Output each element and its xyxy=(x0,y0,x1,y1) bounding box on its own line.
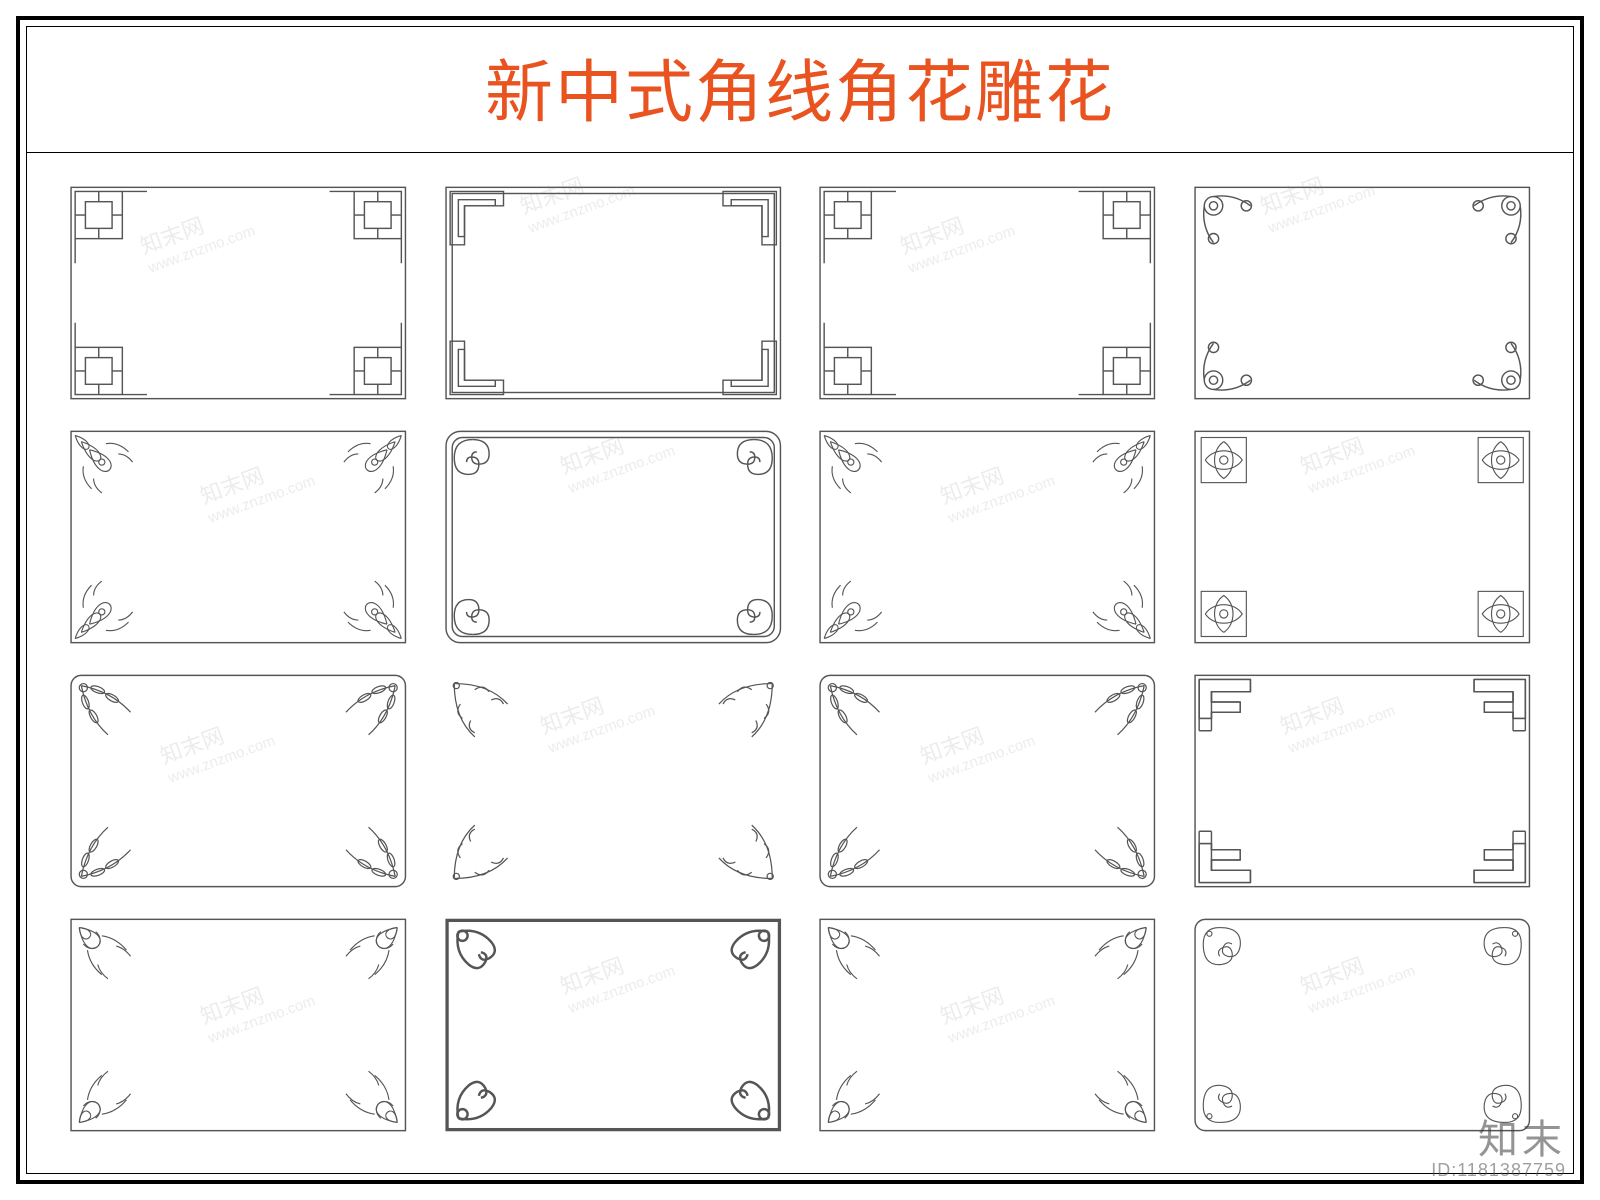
branding-block: 知末 ID:1181387759 xyxy=(1431,1119,1566,1180)
frame-svg xyxy=(1193,673,1532,889)
frame-svg xyxy=(1193,429,1532,645)
outer-frame: 新中式角线角花雕花 xyxy=(16,16,1584,1184)
frame-cell-r3c2 xyxy=(818,917,1157,1133)
frame-cell-r1c3 xyxy=(1193,429,1532,645)
title-row: 新中式角线角花雕花 xyxy=(27,27,1573,153)
frame-svg xyxy=(818,185,1157,401)
frame-cell-r2c2 xyxy=(818,673,1157,889)
brand-logo-text: 知末 xyxy=(1431,1119,1566,1161)
frame-svg xyxy=(69,429,408,645)
frame-svg xyxy=(444,429,783,645)
frame-cell-r0c2 xyxy=(818,185,1157,401)
frame-cell-r2c3 xyxy=(1193,673,1532,889)
frame-svg xyxy=(444,673,783,889)
frame-svg xyxy=(818,429,1157,645)
inner-frame: 新中式角线角花雕花 xyxy=(26,26,1574,1174)
frame-cell-r2c0 xyxy=(69,673,408,889)
page-root: 新中式角线角花雕花 xyxy=(0,0,1600,1200)
frame-cell-r0c1 xyxy=(444,185,783,401)
frame-svg xyxy=(69,673,408,889)
frame-cell-r3c1 xyxy=(444,917,783,1133)
frame-cell-r0c0 xyxy=(69,185,408,401)
frame-svg xyxy=(1193,185,1532,401)
frame-cell-r0c3 xyxy=(1193,185,1532,401)
frame-cell-r1c2 xyxy=(818,429,1157,645)
frame-svg xyxy=(1193,917,1532,1133)
frame-cell-r3c3 xyxy=(1193,917,1532,1133)
frame-cell-r2c1 xyxy=(444,673,783,889)
frame-grid xyxy=(27,153,1573,1173)
page-title: 新中式角线角花雕花 xyxy=(485,55,1115,131)
frame-svg xyxy=(444,185,783,401)
frame-svg xyxy=(444,917,783,1133)
frame-svg xyxy=(818,673,1157,889)
frame-svg xyxy=(69,185,408,401)
brand-id-text: ID:1181387759 xyxy=(1431,1161,1566,1180)
frame-cell-r1c0 xyxy=(69,429,408,645)
frame-cell-r3c0 xyxy=(69,917,408,1133)
frame-svg xyxy=(69,917,408,1133)
frame-cell-r1c1 xyxy=(444,429,783,645)
frame-svg xyxy=(818,917,1157,1133)
